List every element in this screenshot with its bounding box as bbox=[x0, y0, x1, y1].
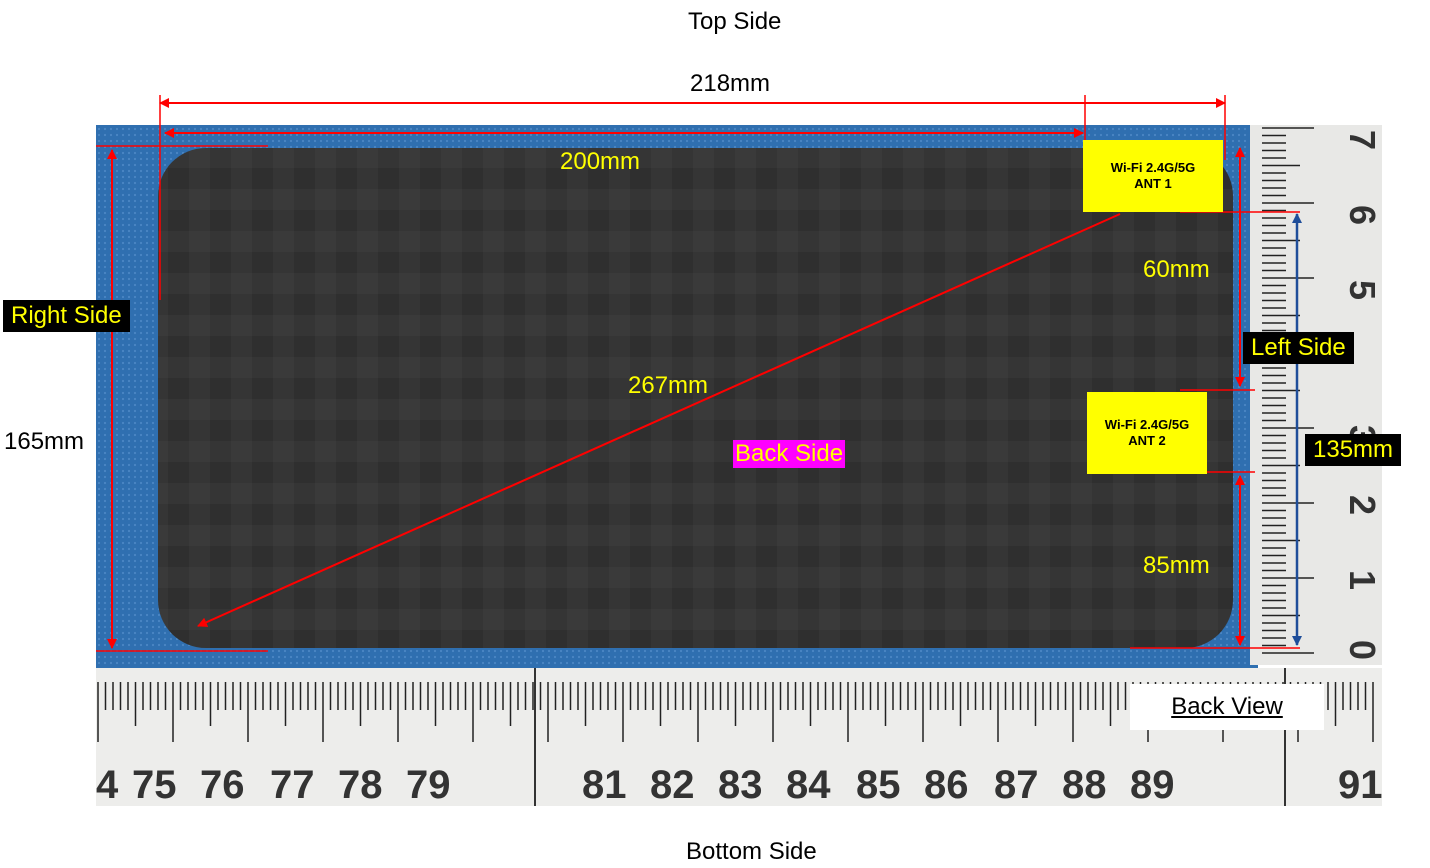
ruler-right-number: 5 bbox=[1342, 280, 1383, 300]
bottom-side-label: Bottom Side bbox=[686, 838, 817, 865]
back-side-tag: Back Side bbox=[733, 440, 846, 468]
ant-spacing-tag: 135mm bbox=[1305, 434, 1402, 466]
ruler-right-number: 6 bbox=[1342, 205, 1383, 225]
ruler-bottom-number: 75 bbox=[132, 763, 177, 807]
diagonal-label: 267mm bbox=[628, 372, 709, 399]
ruler-right-number: 0 bbox=[1342, 640, 1383, 660]
antenna-1-name: ANT 1 bbox=[1134, 176, 1172, 191]
ruler-bottom-number: 81 bbox=[582, 763, 627, 807]
right-side-tag: Right Side bbox=[3, 300, 130, 332]
ant2-offset-label: 85mm bbox=[1143, 552, 1210, 579]
ruler-right-number: 2 bbox=[1342, 495, 1383, 515]
ruler-bottom-number: 77 bbox=[270, 763, 315, 807]
ruler-bottom-number: 76 bbox=[200, 763, 245, 807]
overall-width-label: 218mm bbox=[690, 70, 771, 97]
top-side-label: Top Side bbox=[688, 8, 782, 35]
ruler-bottom-number: 84 bbox=[786, 763, 831, 807]
antenna-2-box: Wi-Fi 2.4G/5G ANT 2 bbox=[1087, 392, 1207, 474]
ruler-right-number: 1 bbox=[1342, 570, 1383, 590]
inner-width-label: 200mm bbox=[560, 148, 641, 175]
ant1-offset-label: 60mm bbox=[1143, 256, 1210, 283]
ruler-bottom-number: 87 bbox=[994, 763, 1039, 807]
ruler-bottom-number: 91 bbox=[1338, 763, 1383, 807]
left-side-tag: Left Side bbox=[1243, 332, 1354, 364]
height-label: 165mm bbox=[4, 428, 85, 455]
antenna-1-box: Wi-Fi 2.4G/5G ANT 1 bbox=[1083, 140, 1223, 212]
antenna-2-name: ANT 2 bbox=[1128, 433, 1166, 448]
ruler-bottom-number: 88 bbox=[1062, 763, 1107, 807]
antenna-1-band: Wi-Fi 2.4G/5G bbox=[1110, 160, 1196, 175]
ruler-bottom-number: 89 bbox=[1130, 763, 1175, 807]
ruler-bottom-number: 82 bbox=[650, 763, 695, 807]
ruler-bottom-number: 86 bbox=[924, 763, 969, 807]
ruler-bottom-number: 78 bbox=[338, 763, 383, 807]
ruler-right bbox=[1250, 125, 1382, 665]
antenna-2-band: Wi-Fi 2.4G/5G bbox=[1104, 417, 1190, 432]
ruler-right-number: 7 bbox=[1342, 130, 1383, 150]
ruler-bottom-number: 4 bbox=[96, 763, 119, 807]
ruler-bottom-number: 83 bbox=[718, 763, 763, 807]
back-view-label: Back View bbox=[1130, 684, 1324, 730]
ruler-bottom-number: 85 bbox=[856, 763, 901, 807]
ruler-bottom-number: 79 bbox=[406, 763, 451, 807]
